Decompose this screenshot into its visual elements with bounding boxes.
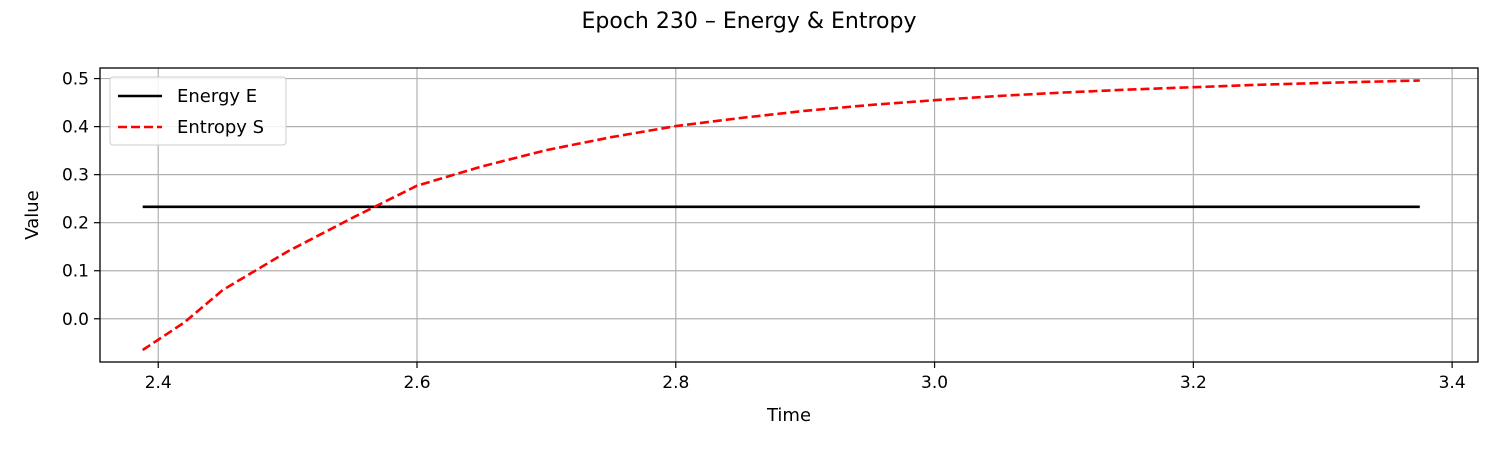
legend-label: Entropy S xyxy=(177,117,264,138)
y-tick-label: 0.5 xyxy=(62,70,89,90)
y-tick-label: 0.3 xyxy=(62,166,89,186)
x-axis-title: Time xyxy=(766,405,811,426)
y-tick-label: 0.1 xyxy=(62,262,89,282)
legend-box xyxy=(109,76,287,146)
x-tick-label: 3.4 xyxy=(1439,373,1466,393)
legend: Energy E Entropy S xyxy=(109,76,287,146)
plot-series xyxy=(141,79,1420,352)
x-tick-label: 2.6 xyxy=(403,373,430,393)
y-axis-title: Value xyxy=(22,190,43,239)
x-tick-label: 2.8 xyxy=(662,373,689,393)
x-tick-label: 3.2 xyxy=(1180,373,1207,393)
x-tick-label: 3.0 xyxy=(921,373,948,393)
x-tick-label: 2.4 xyxy=(145,373,172,393)
grid xyxy=(100,68,1478,362)
y-axis: 0.0 0.1 0.2 0.3 0.4 0.5 xyxy=(62,70,100,330)
y-tick-label: 0.2 xyxy=(62,214,89,234)
legend-label: Energy E xyxy=(177,86,257,107)
y-tick-label: 0.4 xyxy=(62,118,89,138)
y-tick-label: 0.0 xyxy=(62,310,89,330)
x-axis: 2.4 2.6 2.8 3.0 3.2 3.4 xyxy=(145,362,1466,393)
chart-title: Epoch 230 – Energy & Entropy xyxy=(582,9,917,34)
series-line-entropy xyxy=(141,79,1420,352)
plot-frame xyxy=(99,67,1479,363)
